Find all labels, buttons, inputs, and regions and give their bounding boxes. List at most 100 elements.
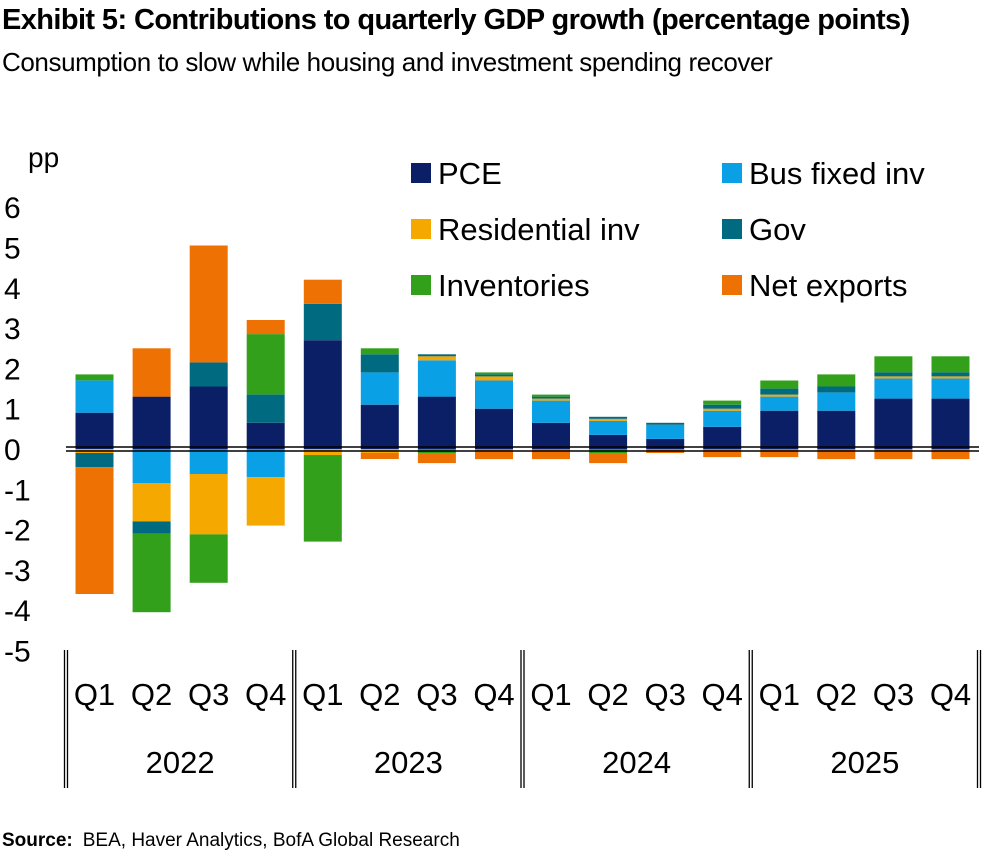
bar-segment-bus-fixed-inv: [360, 372, 399, 405]
bar-segment-gov: [475, 374, 513, 377]
x-group-label: 2022: [146, 745, 215, 780]
bar-segment-pce: [417, 396, 456, 449]
bar-segment-net-exports: [189, 245, 228, 363]
bar-segment-inventories: [874, 356, 913, 373]
bar-segment-bus-fixed-inv: [589, 420, 628, 435]
bar-segment-pce: [703, 426, 742, 449]
bar-segment-gov: [360, 354, 399, 373]
bar-segment-residential-inv: [703, 408, 742, 411]
bar-segment-inventories: [703, 400, 742, 405]
chart-title: Exhibit 5: Contributions to quarterly GD…: [2, 4, 910, 36]
bar-segment-net-exports: [303, 279, 342, 304]
bar-segment-net-exports: [703, 449, 742, 458]
bar-segment-net-exports: [360, 453, 399, 459]
bar-segment-net-exports: [417, 453, 456, 464]
source-note: Source: BEA, Haver Analytics, BofA Global…: [2, 830, 460, 852]
bar-segment-bus-fixed-inv: [132, 449, 171, 484]
legend-swatch: [411, 219, 431, 239]
bar-segment-inventories: [532, 394, 570, 397]
bar-segment-bus-fixed-inv: [760, 396, 799, 411]
bar-segment-bus-fixed-inv: [874, 378, 913, 399]
bar-segment-pce: [646, 438, 685, 449]
bar-segment-net-exports: [760, 449, 799, 458]
x-tick-label: Q3: [873, 677, 914, 712]
bar-segment-residential-inv: [132, 483, 171, 522]
x-tick-label: Q2: [359, 677, 400, 712]
legend-label: Inventories: [438, 268, 590, 303]
x-tick-label: Q1: [302, 677, 343, 712]
x-group-label: 2024: [602, 745, 671, 780]
bar-segment-bus-fixed-inv: [817, 392, 856, 411]
bar-segment-pce: [874, 398, 913, 449]
bar-segment-residential-inv: [589, 418, 628, 421]
chart-subtitle: Consumption to slow while housing and in…: [2, 47, 773, 77]
bar-segment-inventories: [189, 534, 228, 583]
y-tick-label: -2: [4, 515, 31, 548]
legend-swatch: [722, 275, 742, 295]
y-tick-label: 0: [4, 434, 21, 467]
bar-segment-residential-inv: [303, 449, 342, 455]
bar-segment-gov: [532, 396, 570, 399]
y-tick-label: 1: [4, 394, 21, 427]
bar-segment-residential-inv: [246, 477, 285, 526]
x-tick-label: Q2: [587, 677, 628, 712]
bar-segment-pce: [817, 410, 856, 449]
x-group-label: 2023: [374, 745, 443, 780]
legend-swatch: [411, 275, 431, 295]
x-tick-label: Q4: [245, 677, 286, 712]
legend-label: Bus fixed inv: [749, 156, 925, 191]
bar-segment-pce: [246, 422, 285, 449]
bar-segment-net-exports: [532, 449, 570, 460]
y-axis-label: pp: [28, 142, 59, 173]
bar-segment-residential-inv: [417, 356, 456, 361]
bar-segment-inventories: [360, 348, 399, 355]
legend-label: PCE: [438, 156, 502, 191]
bar-segment-pce: [75, 412, 114, 449]
bar-segment-gov: [931, 372, 970, 377]
legend-label: Gov: [749, 212, 806, 247]
bar-segment-inventories: [303, 455, 342, 542]
bar-segment-inventories: [475, 372, 513, 375]
x-tick-label: Q1: [74, 677, 115, 712]
x-tick-label: Q4: [473, 677, 514, 712]
bar-segment-bus-fixed-inv: [189, 449, 228, 474]
bar-segment-gov: [132, 521, 171, 534]
bar-segment-gov: [589, 416, 628, 419]
bar-segment-gov: [703, 404, 742, 409]
bar-segment-gov: [417, 354, 456, 357]
bar-segment-inventories: [760, 380, 799, 389]
bar-segment-bus-fixed-inv: [931, 378, 970, 399]
bar-segment-residential-inv: [475, 376, 513, 381]
bar-segment-bus-fixed-inv: [417, 360, 456, 397]
x-tick-label: Q1: [759, 677, 800, 712]
bar-segment-pce: [132, 396, 171, 449]
bar-segment-net-exports: [589, 453, 628, 464]
y-tick-label: -1: [4, 474, 31, 507]
legend-swatch: [411, 163, 431, 183]
bar-segment-net-exports: [475, 449, 513, 460]
y-tick-label: -3: [4, 555, 31, 588]
bar-segment-net-exports: [874, 449, 913, 460]
x-tick-label: Q2: [816, 677, 857, 712]
x-group-label: 2025: [830, 745, 899, 780]
y-tick-label: 2: [4, 353, 21, 386]
bar-segment-pce: [475, 408, 513, 449]
bar-segment-bus-fixed-inv: [75, 380, 114, 413]
bar-segment-bus-fixed-inv: [646, 424, 685, 439]
bar-segment-gov: [303, 303, 342, 341]
bar-segment-inventories: [132, 533, 171, 613]
bar-segment-pce: [589, 434, 628, 449]
bar-segment-bus-fixed-inv: [703, 410, 742, 427]
bar-segment-residential-inv: [760, 394, 799, 397]
x-tick-label: Q3: [188, 677, 229, 712]
bar-segment-residential-inv: [189, 474, 228, 535]
bar-segment-pce: [303, 340, 342, 449]
bar-segment-bus-fixed-inv: [246, 449, 285, 478]
source-label: Source:: [2, 830, 73, 851]
bar-segment-pce: [360, 404, 399, 449]
x-tick-label: Q3: [416, 677, 457, 712]
bar-segment-residential-inv: [532, 398, 570, 401]
legend-label: Net exports: [749, 268, 908, 303]
x-tick-label: Q4: [930, 677, 971, 712]
bar-segment-net-exports: [246, 320, 285, 335]
